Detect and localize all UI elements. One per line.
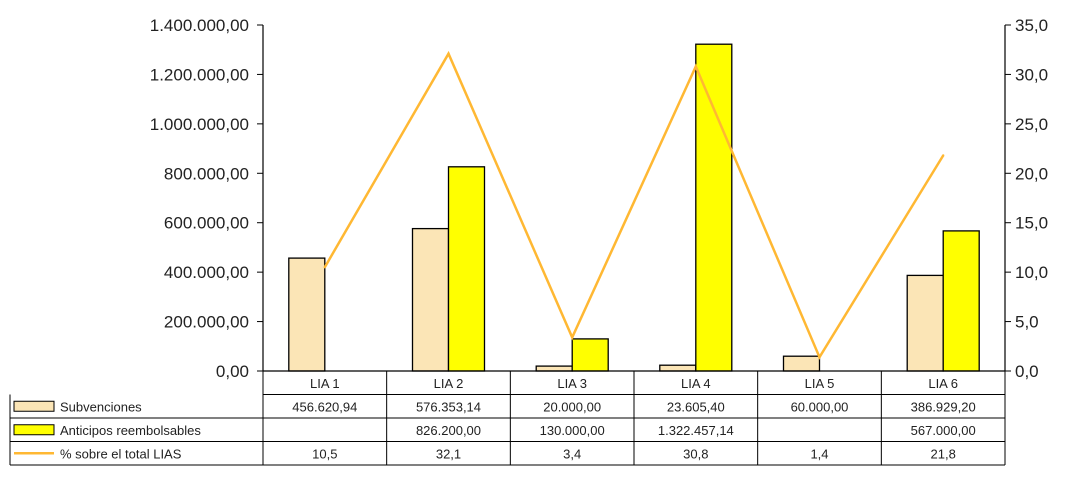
line-point-2: [447, 52, 450, 55]
data-label: 20.000,00: [543, 399, 601, 414]
left-axis-tick-label: 200.000,00: [164, 313, 249, 332]
data-label: 32,1: [436, 446, 461, 461]
table-row-label: % sobre el total LIAS: [60, 446, 182, 461]
right-axis-tick-label: 35,0: [1015, 16, 1048, 35]
data-label: 386.929,20: [911, 399, 976, 414]
x-category-label: LIA 1: [310, 376, 340, 391]
data-label: 456.620,94: [292, 399, 357, 414]
bar-subvenciones-6: [906, 274, 944, 372]
right-axis-tick-label: 25,0: [1015, 115, 1048, 134]
bar-anticipos-2: [447, 166, 486, 372]
line-layer: [323, 50, 945, 360]
left-axis-tick-label: 800.000,00: [164, 164, 249, 183]
data-label: 60.000,00: [791, 399, 849, 414]
data-label: 576.353,14: [416, 399, 481, 414]
table-row-label: Anticipos reembolsables: [60, 423, 201, 438]
data-table: LIA 1 LIA 2 LIA 3 LIA 4 LIA 5 LIA 6 Subvencion…: [9, 371, 1006, 466]
right-axis-tick-label: 20,0: [1015, 164, 1048, 183]
data-label: 567.000,00: [911, 423, 976, 438]
line-point-5: [818, 356, 821, 359]
data-label: 1.322.457,14: [658, 423, 734, 438]
line-point-3: [571, 336, 574, 339]
left-axis-tick-label: 1.000.000,00: [150, 115, 249, 134]
right-axis-tick-label: 5,0: [1015, 313, 1039, 332]
data-label: 3,4: [563, 446, 581, 461]
left-axis-tick-label: 0,00: [216, 362, 249, 381]
bar-subvenciones-1: [288, 257, 326, 372]
data-label: 30,8: [683, 446, 708, 461]
data-label: 1,4: [810, 446, 828, 461]
bar-anticipos-3: [571, 338, 609, 372]
x-category-label: LIA 5: [805, 376, 835, 391]
x-category-label: LIA 3: [557, 376, 587, 391]
right-axis-tick-label: 15,0: [1015, 214, 1048, 233]
x-category-label: LIA 6: [928, 376, 958, 391]
right-axis-tick-label: 30,0: [1015, 65, 1048, 84]
data-label: 10,5: [312, 446, 337, 461]
data-label: 826.200,00: [416, 423, 481, 438]
data-label: 23.605,40: [667, 399, 725, 414]
bar-subvenciones-2: [411, 227, 450, 372]
line-series-porcentaje: [323, 50, 945, 360]
line-point-4: [694, 65, 697, 68]
bar-subvenciones-5: [782, 355, 821, 372]
right-axis-tick-label: 10,0: [1015, 263, 1048, 282]
data-label: 21,8: [931, 446, 956, 461]
axes-layer: 0,00 200.000,00 400.000,00 600.000,00 800.00…: [150, 16, 1048, 381]
bar-anticipos-4: [695, 43, 733, 372]
line-point-6: [942, 154, 945, 157]
table-row-label: Subvenciones: [60, 399, 142, 414]
legend-key-anticipos: [13, 424, 55, 436]
left-axis-tick-label: 1.200.000,00: [150, 65, 249, 84]
bars-layer: [288, 43, 980, 372]
x-category-label: LIA 4: [681, 376, 711, 391]
left-axis-tick-label: 400.000,00: [164, 263, 249, 282]
right-axis-tick-label: 0,0: [1015, 362, 1039, 381]
x-category-label: LIA 2: [434, 376, 464, 391]
left-axis-tick-label: 1.400.000,00: [150, 16, 249, 35]
data-label: 130.000,00: [540, 423, 605, 438]
bar-subvenciones-4: [659, 364, 697, 372]
line-point-1: [323, 266, 326, 269]
bar-anticipos-6: [942, 230, 980, 372]
legend-key-subvenciones: [13, 400, 55, 412]
bar-subvenciones-3: [535, 365, 573, 372]
left-axis-tick-label: 600.000,00: [164, 214, 249, 233]
